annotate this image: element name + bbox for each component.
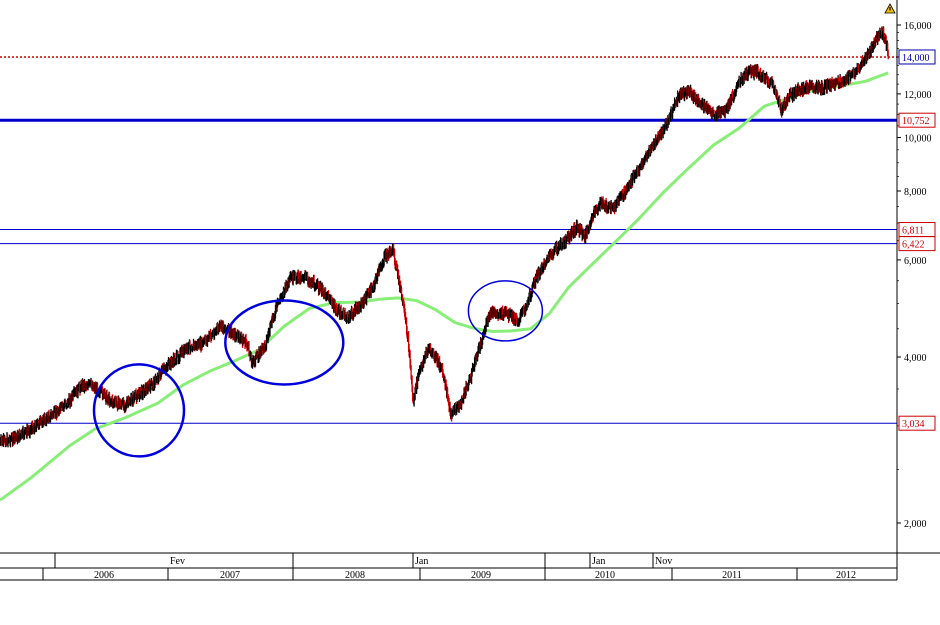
- y-tick-label: 2,000: [904, 519, 927, 530]
- y-tick-label: 4,000: [904, 353, 927, 364]
- month-label: Jan: [415, 556, 428, 567]
- year-label: 2007: [220, 570, 240, 581]
- level-label-box: [898, 112, 936, 128]
- level-label-box: [898, 236, 936, 252]
- year-label: 2008: [345, 570, 365, 581]
- y-tick-label: 12,000: [904, 90, 932, 101]
- y-tick-label: 16,000: [904, 21, 932, 32]
- y-tick-label: 6,000: [904, 256, 927, 267]
- annotation-ellipse: [224, 299, 345, 386]
- level-label: 14,000: [902, 53, 930, 64]
- level-label: 10,752: [902, 116, 930, 127]
- year-label: 2011: [722, 570, 742, 581]
- level-label: 3,034: [902, 419, 925, 430]
- month-label: Jan: [592, 556, 605, 567]
- price-level-labels: 14,000 10,752 6,811 6,422 3,034: [898, 49, 936, 431]
- annotation-ellipses: [92, 280, 544, 458]
- year-label: 2012: [836, 570, 856, 581]
- level-label: 6,422: [902, 240, 925, 251]
- level-label-box: [898, 49, 936, 65]
- level-label-box: [898, 415, 936, 431]
- month-label: Nov: [655, 556, 672, 567]
- price-candles-layer: [0, 26, 889, 448]
- warning-triangle-icon[interactable]: [884, 2, 896, 14]
- horizontal-level-lines: [0, 56, 897, 424]
- moving-average-layer: [0, 71, 889, 502]
- y-tick-label: 10,000: [904, 134, 932, 145]
- moving-average-line: [0, 71, 889, 502]
- month-label: Fev: [170, 556, 185, 567]
- year-label: 2010: [595, 570, 615, 581]
- y-tick-label: 8,000: [904, 187, 927, 198]
- annotation-ellipse: [92, 363, 186, 458]
- level-label: 6,811: [902, 226, 924, 237]
- year-label: 2009: [471, 570, 491, 581]
- year-label: 2006: [94, 570, 114, 581]
- annotation-ellipse: [467, 280, 544, 342]
